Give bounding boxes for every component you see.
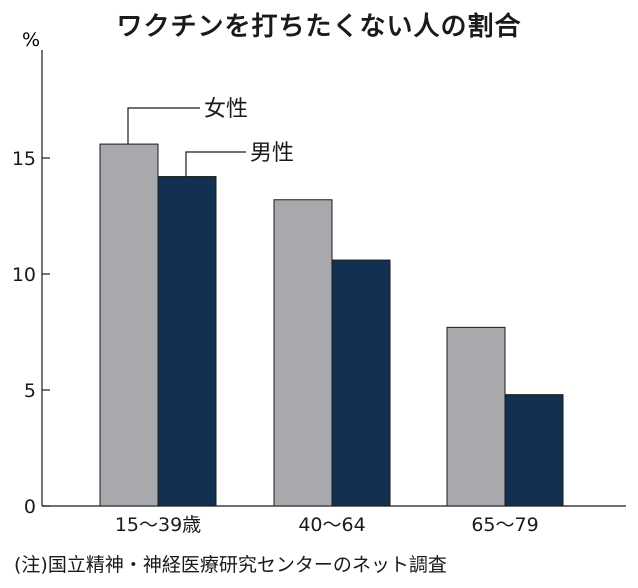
y-axis-ticks: 0 5 10 15 bbox=[12, 148, 50, 518]
legend-leader-line bbox=[185, 151, 246, 177]
bar-male-1 bbox=[331, 259, 391, 507]
footnote: (注)国立精神・神経医療研究センターのネット調査 bbox=[14, 554, 447, 576]
legend-label-female: 女性 bbox=[204, 97, 248, 122]
legend-label-male: 男性 bbox=[250, 141, 294, 166]
y-tick-label: 10 bbox=[12, 264, 36, 286]
y-axis-unit-label: % bbox=[22, 29, 40, 51]
category-label: 15～39歳 bbox=[115, 514, 201, 536]
category-labels: 15～39歳 40～64 65～79 bbox=[115, 514, 539, 536]
legend-leader-line bbox=[127, 107, 200, 145]
bar-female-2 bbox=[446, 326, 506, 507]
bar-female-0 bbox=[99, 143, 159, 507]
category-label: 65～79 bbox=[471, 514, 538, 536]
bar-male-0 bbox=[157, 176, 217, 507]
bar-female-1 bbox=[273, 199, 333, 507]
y-tick-label: 5 bbox=[24, 380, 36, 402]
bar-male-2 bbox=[504, 394, 564, 507]
y-tick-label: 0 bbox=[24, 496, 36, 518]
chart-title: ワクチンを打ちたくない人の割合 bbox=[116, 12, 522, 42]
category-label: 40～64 bbox=[298, 514, 365, 536]
bars bbox=[99, 143, 564, 507]
y-tick-label: 15 bbox=[12, 148, 36, 170]
